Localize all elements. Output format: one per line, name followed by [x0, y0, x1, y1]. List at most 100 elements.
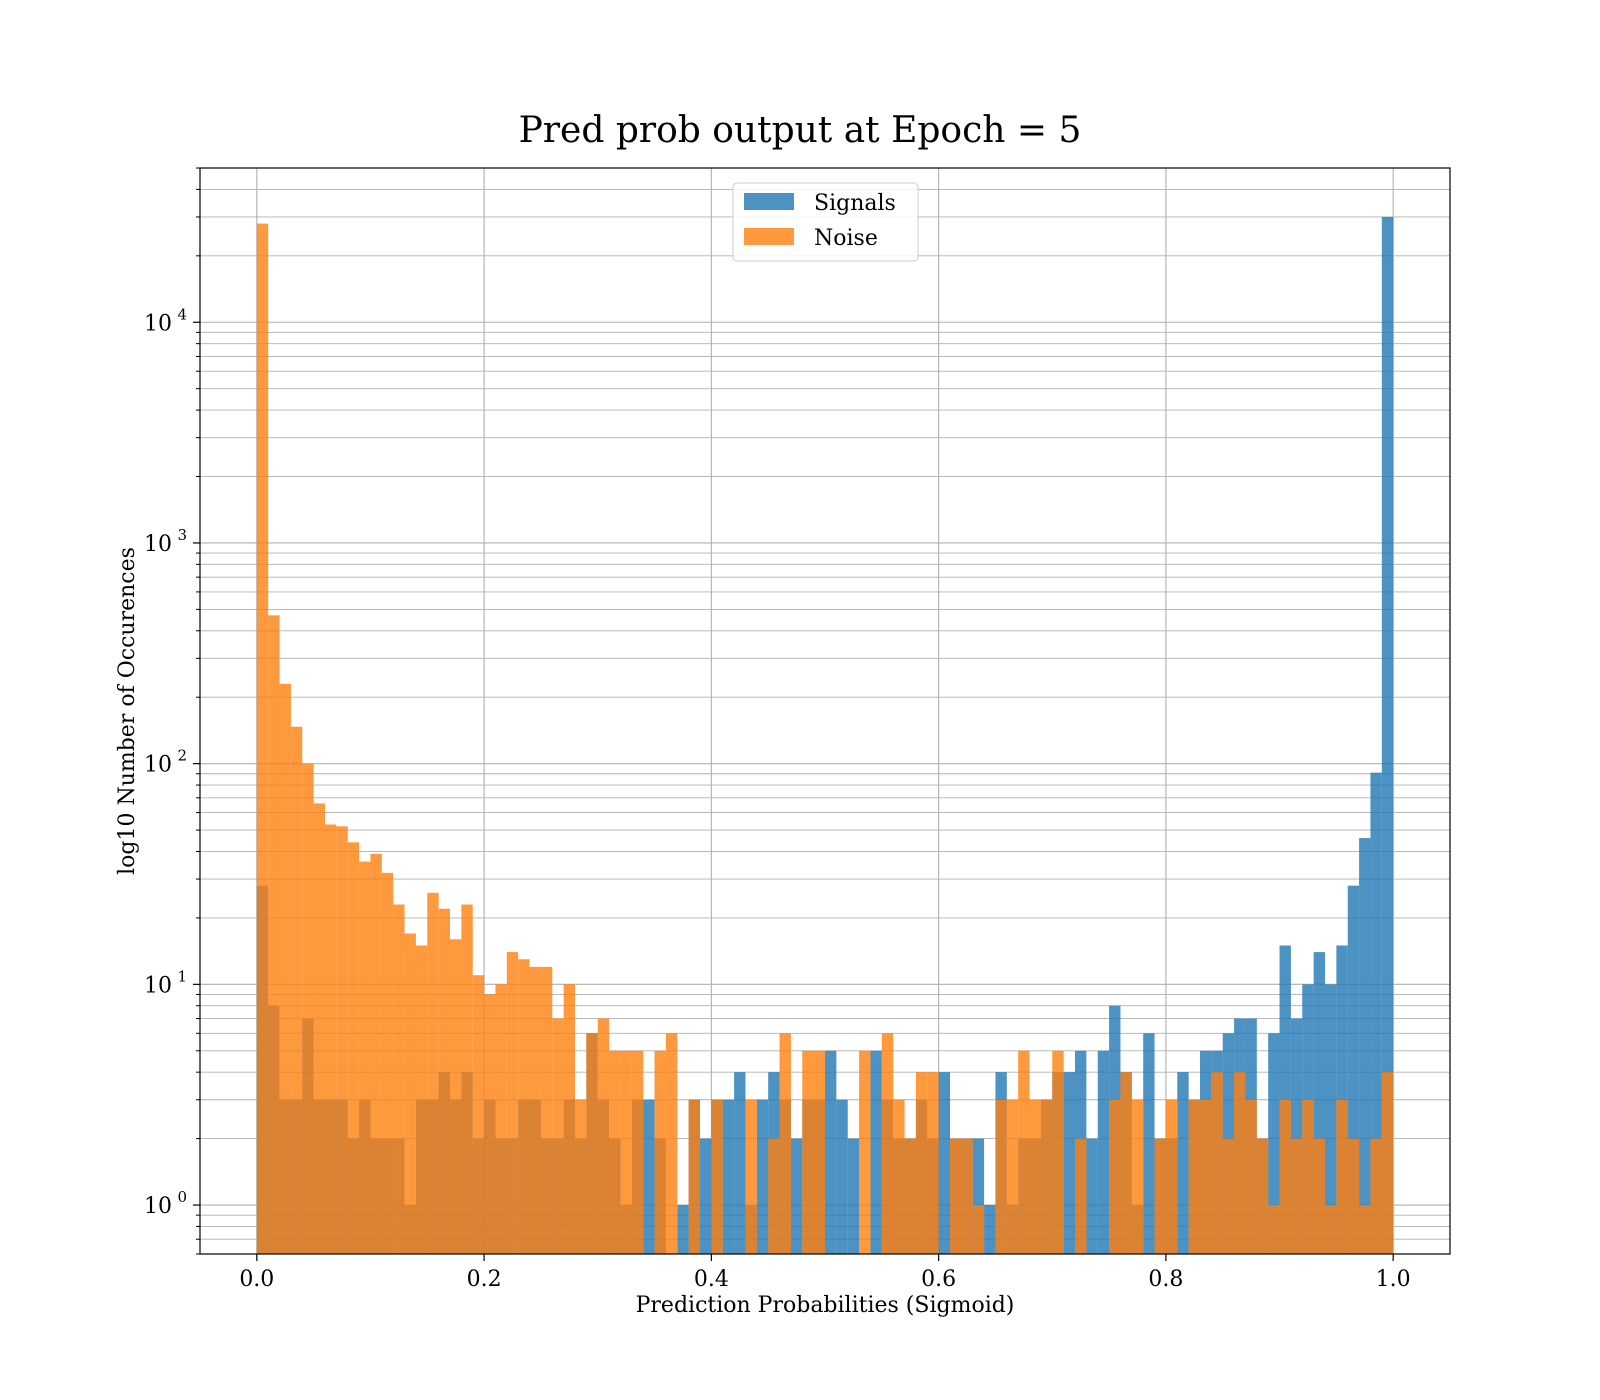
signals-bar	[700, 1138, 712, 1254]
signals-bar	[1370, 772, 1382, 1254]
noise-bar	[1211, 1072, 1223, 1254]
signals-bar	[722, 1099, 735, 1254]
noise-bar	[1381, 1072, 1394, 1254]
noise-bar	[347, 842, 360, 1254]
noise-bar	[461, 904, 473, 1254]
noise-bar	[552, 1018, 564, 1254]
noise-bar	[359, 861, 371, 1254]
noise-bar	[779, 1033, 791, 1254]
signals-bar	[984, 1205, 996, 1254]
noise-bar	[404, 933, 416, 1254]
noise-bar	[563, 984, 575, 1254]
noise-bar	[1052, 1050, 1064, 1254]
x-tick-label: 0.4	[694, 1267, 729, 1292]
signals-bar	[1097, 1050, 1110, 1254]
signals-bar	[1347, 885, 1360, 1254]
noise-bar	[302, 763, 314, 1254]
noise-bar	[1256, 1138, 1269, 1254]
noise-bar	[472, 975, 485, 1254]
legend-label-noise: Noise	[814, 226, 878, 251]
noise-bar	[1370, 1138, 1382, 1254]
y-tick-label: 10	[144, 753, 172, 778]
legend-swatch-noise	[744, 228, 794, 245]
y-axis-label: log10 Number of Occurences	[115, 547, 140, 875]
x-tick-label: 0.0	[239, 1267, 274, 1292]
x-tick-label: 0.6	[921, 1267, 956, 1292]
signals-bar	[1313, 952, 1325, 1254]
signals-bar	[836, 1099, 848, 1254]
signals-bar	[825, 1050, 837, 1254]
signals-bar	[734, 1072, 746, 1254]
noise-bar	[1029, 1099, 1041, 1254]
y-tick-exponent: 2	[177, 747, 187, 765]
y-tick-label: 10	[144, 311, 172, 336]
noise-bar	[881, 1033, 894, 1254]
noise-bar	[1290, 1138, 1303, 1254]
y-tick-label: 10	[144, 973, 172, 998]
noise-bar	[279, 683, 291, 1254]
noise-bar	[1222, 1138, 1235, 1254]
x-tick-label: 1.0	[1376, 1267, 1411, 1292]
signals-bar	[1143, 1033, 1155, 1254]
legend-swatch-signals	[744, 193, 794, 210]
noise-bar	[904, 1138, 916, 1254]
signals-bar	[938, 1072, 950, 1254]
noise-bar	[1313, 1138, 1325, 1254]
y-tick-label: 10	[144, 532, 172, 557]
noise-bar	[711, 1099, 723, 1254]
signals-bar	[847, 1138, 860, 1254]
noise-bar	[313, 803, 325, 1254]
noise-bar	[325, 824, 337, 1254]
y-tick-label: 10	[144, 1194, 172, 1219]
noise-bar	[1279, 1099, 1291, 1254]
y-tick-exponent: 4	[177, 305, 187, 323]
noise-bar	[1075, 1138, 1087, 1254]
signals-bar	[1063, 1072, 1075, 1254]
noise-bar	[268, 615, 280, 1254]
noise-bar	[1188, 1099, 1200, 1254]
signals-bar	[1290, 1018, 1303, 1254]
noise-bar	[1234, 1072, 1246, 1254]
signals-bar	[1381, 216, 1394, 1254]
y-axis-ticks: 10 0 10 1 10 2 10 3 10 4	[144, 167, 200, 1255]
noise-bar	[290, 726, 303, 1254]
noise-bar	[495, 984, 507, 1254]
signals-bar	[1177, 1072, 1189, 1254]
noise-bar	[1040, 1099, 1053, 1254]
noise-bar	[540, 966, 553, 1254]
noise-bar	[1109, 1099, 1121, 1254]
noise-bars	[256, 223, 1394, 1255]
noise-bar	[381, 872, 394, 1254]
noise-bar	[518, 959, 530, 1254]
noise-bar	[370, 853, 382, 1254]
y-tick-exponent: 0	[177, 1188, 187, 1206]
x-tick-label: 0.8	[1148, 1267, 1183, 1292]
noise-bar	[1200, 1099, 1212, 1254]
signals-bar	[972, 1138, 985, 1254]
y-tick-exponent: 3	[177, 526, 187, 544]
noise-bar	[506, 952, 519, 1254]
noise-bar	[972, 1205, 985, 1254]
noise-bar	[529, 966, 541, 1254]
noise-bar	[336, 826, 348, 1254]
noise-bar	[427, 892, 439, 1254]
noise-bar	[484, 994, 496, 1254]
noise-bar	[927, 1072, 939, 1254]
noise-bar	[597, 1018, 610, 1254]
signals-bar	[1268, 1033, 1280, 1254]
x-axis-ticks: 0.0 0.2 0.4 0.6 0.8 1.0	[239, 1254, 1411, 1292]
signals-bar	[790, 1138, 803, 1254]
chart-title: Pred prob output at Epoch = 5	[519, 110, 1082, 151]
noise-bar	[620, 1050, 632, 1254]
noise-bar	[256, 223, 269, 1255]
signals-bar	[756, 1099, 769, 1254]
noise-bar	[1359, 1205, 1371, 1254]
noise-bar	[915, 1072, 928, 1254]
noise-bar	[1120, 1072, 1132, 1254]
noise-bar	[1268, 1205, 1280, 1254]
noise-bar	[393, 904, 405, 1254]
noise-bar	[768, 1138, 780, 1254]
noise-bar	[1006, 1099, 1019, 1254]
noise-bar	[950, 1138, 962, 1254]
